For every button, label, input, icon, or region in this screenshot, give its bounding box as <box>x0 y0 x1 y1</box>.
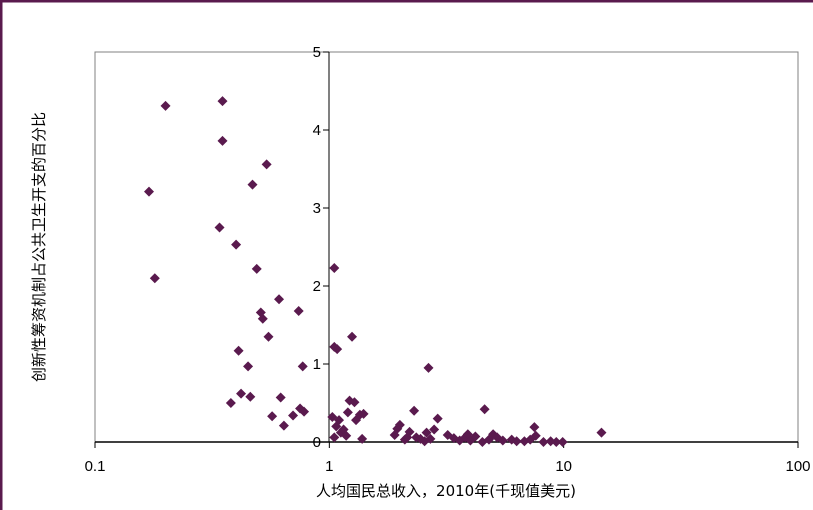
data-point <box>530 430 541 441</box>
data-point <box>429 424 440 435</box>
data-point <box>357 433 368 444</box>
data-point <box>409 405 420 416</box>
data-point <box>497 435 508 446</box>
data-point <box>231 239 242 250</box>
data-point <box>299 406 310 417</box>
x-tick-label: 10 <box>555 458 572 475</box>
data-point <box>329 432 340 443</box>
data-point <box>432 413 443 424</box>
data-point <box>278 420 289 431</box>
y-tick-label: 2 <box>313 278 321 295</box>
data-point <box>425 433 436 444</box>
data-point <box>421 427 432 438</box>
data-point <box>288 410 299 421</box>
data-point <box>538 437 549 447</box>
data-point <box>225 398 236 408</box>
data-point <box>243 361 254 372</box>
data-point <box>334 415 345 426</box>
data-point <box>529 422 540 433</box>
y-tick-label: 1 <box>313 356 321 373</box>
data-point <box>332 344 343 355</box>
data-point <box>394 419 405 430</box>
data-point <box>341 430 352 441</box>
x-tick-label: 1 <box>325 458 333 475</box>
data-point <box>470 431 481 442</box>
y-tick-label: 5 <box>313 44 321 61</box>
y-axis-title: 创新性筹资机制占公共卫生开支的百分比 <box>30 112 48 382</box>
data-point <box>275 392 286 403</box>
x-axis-title: 人均国民总收入，2010年(千现值美元) <box>316 482 576 500</box>
data-point <box>557 437 568 447</box>
data-point <box>358 408 369 419</box>
data-point <box>347 331 358 342</box>
data-point <box>261 159 272 170</box>
data-point <box>149 273 160 284</box>
data-point <box>404 426 415 437</box>
data-point <box>551 437 562 447</box>
data-point <box>274 294 285 305</box>
data-point <box>423 362 434 373</box>
data-point <box>267 411 278 422</box>
data-point <box>596 427 607 438</box>
data-point <box>214 222 225 233</box>
data-point <box>342 407 353 418</box>
plot-area <box>94 51 799 443</box>
data-point <box>263 331 274 342</box>
data-point <box>160 100 171 111</box>
y-tick-label: 3 <box>313 200 321 217</box>
data-point <box>217 96 228 107</box>
x-tick-label: 100 <box>785 458 810 475</box>
x-axis: 0.1 1 10 100 <box>85 441 811 475</box>
data-point <box>257 313 268 324</box>
data-point <box>217 135 228 146</box>
data-point <box>247 179 258 190</box>
data-point <box>349 397 360 408</box>
data-point <box>251 263 262 274</box>
x-tick-label: 0.1 <box>85 458 106 475</box>
data-point <box>479 404 490 415</box>
data-point <box>293 305 304 316</box>
data-point <box>511 436 522 447</box>
data-point <box>233 345 244 356</box>
data-point <box>329 263 340 274</box>
data-point <box>236 388 247 399</box>
data-point <box>144 186 155 197</box>
data-points <box>144 96 607 447</box>
data-point <box>297 361 308 372</box>
data-point <box>245 391 256 402</box>
y-tick-label: 4 <box>313 122 321 139</box>
